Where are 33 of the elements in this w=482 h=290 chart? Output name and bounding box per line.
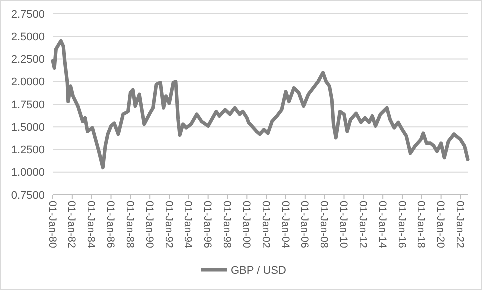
y-tick-label: 1.5000 [11,122,45,134]
legend-label: GBP / USD [231,264,286,277]
x-tick-label: 01-Jan-06 [298,201,311,248]
y-tick-label: 2.5000 [11,31,45,44]
x-tick-label: 01-Jan-16 [396,201,408,248]
x-tick-label: 01-Jan-94 [182,201,194,248]
x-tick-label: 01-Jan-96 [202,201,214,248]
x-tick-label: 01-Jan-90 [143,201,156,248]
x-tick-label: 01-Jan-02 [260,201,272,248]
y-tick-label: 2.2500 [11,54,45,66]
y-tick-label: 0.7500 [11,190,45,202]
x-tick-label: 01-Jan-98 [221,201,234,248]
x-tick-label: 01-Jan-22 [454,201,466,248]
x-tick-label: 01-Jan-00 [240,201,252,248]
x-tick-label: 01-Jan-80 [46,201,58,248]
x-tick-label: 01-Jan-92 [162,201,175,248]
x-tick-label: 01-Jan-18 [415,201,428,248]
x-tick-label: 01-Jan-86 [104,201,117,248]
x-tick-label: 01-Jan-12 [356,201,369,248]
y-tick-label: 1.2500 [11,144,45,157]
x-tick-label: 01-Jan-08 [318,201,330,248]
x-tick-label: 01-Jan-04 [279,201,292,248]
y-tick-label: 1.0000 [11,167,45,180]
x-tick-label: 01-Jan-20 [434,201,447,248]
y-tick-label: 1.7500 [11,99,45,112]
x-tick-label: 01-Jan-88 [124,201,136,248]
y-tick-label: 2.0000 [11,76,45,89]
x-tick-label: 01-Jan-82 [66,201,78,248]
x-tick-label: 01-Jan-10 [338,201,350,248]
x-tick-label: 01-Jan-84 [85,201,98,248]
x-tick-label: 01-Jan-14 [376,201,388,248]
line-series [51,39,470,170]
y-tick-label: 2.7500 [11,8,45,21]
